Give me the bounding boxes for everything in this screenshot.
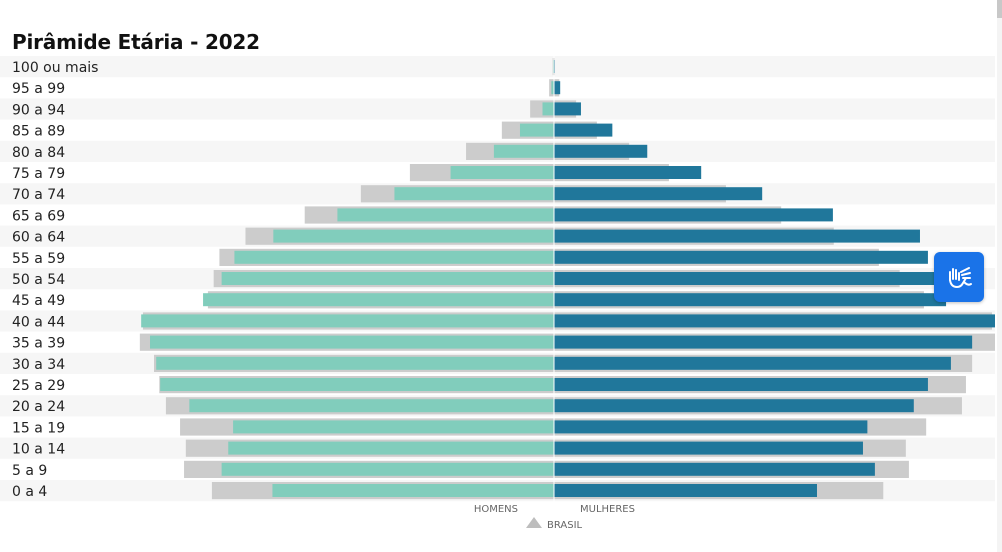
bar-women (554, 378, 928, 391)
bar-women (554, 229, 920, 243)
age-group-label: 40 a 44 (12, 314, 65, 330)
page-scrollbar[interactable] (997, 0, 1002, 552)
bar-men (551, 81, 554, 95)
bar-women (554, 441, 863, 455)
bar-men (150, 335, 554, 349)
sign-language-icon (949, 267, 972, 288)
age-group-label: 55 a 59 (12, 251, 65, 267)
bar-women (554, 293, 947, 307)
bar-women (554, 484, 817, 497)
bar-women (554, 208, 833, 222)
age-group-label: 85 a 89 (12, 124, 65, 140)
bar-women (554, 187, 763, 201)
bar-men (189, 399, 554, 413)
age-group-label: 90 a 94 (12, 102, 65, 118)
age-group-label: 5 a 9 (12, 463, 47, 479)
bar-men (160, 378, 555, 391)
age-group-label: 30 a 34 (12, 357, 65, 373)
age-group-label: 75 a 79 (12, 166, 65, 182)
reference-triangle-icon (526, 517, 542, 528)
bar-women (554, 399, 914, 413)
row-stripe (0, 98, 995, 120)
bar-men (228, 441, 554, 455)
bar-women (554, 166, 702, 179)
legend-reference-label: BRASIL (547, 520, 583, 531)
bar-women (554, 81, 561, 95)
age-group-label: 50 a 54 (12, 272, 65, 288)
bar-men (493, 144, 554, 158)
bar-women (554, 356, 951, 370)
bar-women (554, 420, 868, 434)
bar-men (221, 462, 554, 476)
legend-women-label: MULHERES (580, 504, 635, 515)
bar-men (272, 484, 554, 497)
bar-women (554, 144, 648, 158)
bar-men (156, 356, 554, 370)
age-group-label: 45 a 49 (12, 293, 65, 309)
bar-men (203, 293, 554, 307)
age-group-label: 80 a 84 (12, 145, 65, 161)
bar-women (554, 462, 875, 476)
bar-women (554, 272, 943, 285)
page-title: Pirâmide Etária - 2022 (12, 30, 260, 54)
legend-men-label: HOMENS (474, 504, 518, 515)
scrollbar-thumb[interactable] (997, 0, 1002, 18)
age-group-label: 100 ou mais (12, 60, 98, 76)
row-stripe (0, 56, 995, 78)
age-group-label: 95 a 99 (12, 81, 65, 97)
bar-men (337, 208, 554, 222)
bar-men (519, 123, 554, 137)
age-group-label: 20 a 24 (12, 399, 65, 415)
bar-women (554, 123, 613, 137)
bar-men (141, 314, 554, 328)
bar-women (554, 314, 995, 328)
age-group-label: 70 a 74 (12, 187, 65, 203)
bar-men (234, 250, 554, 264)
bar-men (394, 187, 554, 201)
age-group-label: 65 a 69 (12, 208, 65, 224)
age-group-label: 35 a 39 (12, 336, 65, 352)
bar-men (233, 420, 554, 434)
bar-women (554, 102, 581, 116)
age-group-label: 10 a 14 (12, 442, 65, 458)
accessibility-sign-language-button[interactable] (934, 252, 984, 302)
age-group-label: 0 a 4 (12, 484, 47, 500)
age-group-label: 25 a 29 (12, 378, 65, 394)
bar-men (450, 166, 554, 179)
bar-women (554, 335, 973, 349)
bar-women (554, 250, 928, 264)
bar-men (273, 229, 554, 243)
bar-men (221, 272, 554, 285)
bar-men (542, 102, 554, 116)
age-group-label: 60 a 64 (12, 230, 65, 246)
age-group-label: 15 a 19 (12, 420, 65, 436)
